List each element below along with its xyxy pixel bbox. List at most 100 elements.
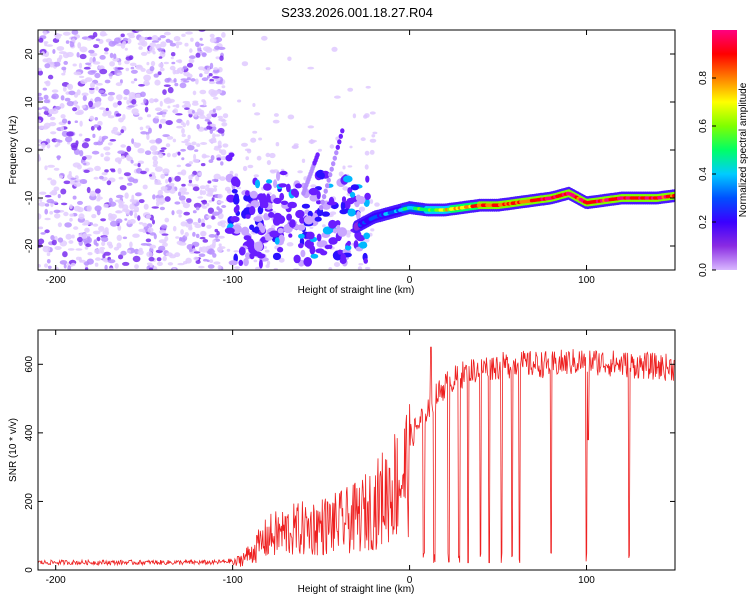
noise-speckle (190, 78, 196, 82)
noise-speckle (310, 138, 314, 145)
noise-speckle (176, 164, 181, 168)
noise-speckle (209, 129, 213, 134)
noise-speckle (193, 251, 201, 254)
noise-speckle (208, 200, 213, 203)
noise-speckle (199, 236, 206, 240)
noise-speckle (148, 174, 153, 177)
noise-speckle (269, 152, 276, 159)
noise-speckle (114, 157, 122, 163)
signal-blob (324, 244, 331, 250)
noise-speckle (149, 244, 157, 249)
noise-speckle (44, 208, 48, 215)
noise-speckle (97, 65, 104, 70)
noise-speckle (100, 218, 106, 222)
noise-speckle (310, 184, 317, 188)
noise-speckle (172, 138, 177, 143)
noise-speckle (186, 62, 194, 68)
noise-speckle (198, 112, 204, 116)
noise-speckle (94, 249, 102, 254)
noise-speckle (77, 42, 82, 49)
noise-speckle (133, 78, 138, 82)
noise-speckle (115, 210, 121, 214)
noise-speckle (177, 151, 181, 156)
noise-speckle (59, 260, 68, 265)
signal-blob (365, 175, 370, 183)
noise-speckle (115, 82, 123, 87)
signal-blob (257, 193, 265, 201)
noise-speckle (94, 262, 99, 267)
noise-speckle (96, 198, 101, 202)
signal-blob (363, 232, 371, 240)
noise-speckle (331, 46, 338, 52)
noise-speckle (197, 218, 201, 224)
noise-speckle (108, 73, 114, 77)
noise-speckle (145, 238, 152, 243)
noise-speckle (101, 241, 106, 247)
signal-blob (225, 154, 233, 162)
noise-speckle (195, 52, 201, 58)
signal-blob (301, 203, 310, 209)
signal-streak (318, 205, 324, 211)
noise-speckle (188, 161, 193, 165)
noise-speckle (152, 219, 155, 225)
noise-speckle (78, 133, 83, 137)
noise-speckle (69, 213, 74, 217)
y-tick-label: 400 (24, 424, 35, 441)
signal-blob (353, 240, 359, 250)
noise-speckle (210, 137, 217, 142)
noise-speckle (252, 103, 256, 107)
noise-speckle (118, 176, 124, 180)
noise-speckle (192, 210, 197, 214)
noise-speckle (62, 31, 71, 36)
signal-blob (257, 253, 266, 259)
noise-speckle (40, 232, 46, 235)
noise-speckle (153, 73, 159, 78)
noise-speckle (65, 40, 70, 44)
noise-speckle (99, 175, 104, 180)
noise-speckle (214, 228, 219, 233)
noise-speckle (56, 57, 62, 63)
noise-speckle (237, 99, 242, 103)
snr-panel: -200 -100 0 100 0 200 400 600 Height of straig… (8, 329, 676, 595)
signal-blob (268, 211, 275, 218)
noise-speckle (199, 185, 206, 190)
noise-speckle (116, 242, 122, 249)
noise-speckle (130, 69, 138, 74)
signal-streak (321, 194, 327, 200)
noise-speckle (187, 183, 194, 187)
snr-y-axis: 0 200 400 600 (24, 356, 675, 573)
noise-speckle (94, 205, 102, 212)
noise-speckle (208, 81, 216, 85)
noise-speckle (219, 176, 226, 181)
noise-speckle (124, 218, 128, 221)
noise-speckle (61, 66, 67, 71)
x-tick-label: 100 (578, 575, 595, 586)
noise-speckle (65, 136, 73, 143)
noise-speckle (74, 120, 79, 123)
noise-speckle (126, 154, 131, 161)
noise-speckle (62, 52, 70, 59)
noise-speckle (47, 74, 54, 80)
noise-speckle (149, 262, 153, 268)
signal-blob (350, 184, 360, 191)
snr-x-axis: -200 -100 0 100 (46, 330, 595, 586)
noise-speckle (207, 189, 214, 195)
signal-streak (335, 144, 340, 150)
noise-speckle (186, 77, 191, 81)
noise-speckle (180, 229, 185, 235)
noise-speckle (364, 164, 369, 170)
noise-speckle (38, 238, 45, 245)
noise-speckle (68, 171, 72, 176)
signal-blob (294, 183, 302, 189)
noise-speckle (104, 151, 111, 156)
noise-speckle (179, 82, 187, 89)
noise-speckle (50, 131, 57, 135)
signal-blob (341, 196, 347, 203)
noise-speckle (217, 67, 223, 73)
signal-blob (230, 216, 240, 223)
noise-speckle (286, 242, 294, 247)
noise-speckle (338, 171, 344, 177)
noise-speckle (194, 149, 199, 152)
noise-speckle (216, 157, 222, 161)
noise-speckle (103, 47, 109, 52)
